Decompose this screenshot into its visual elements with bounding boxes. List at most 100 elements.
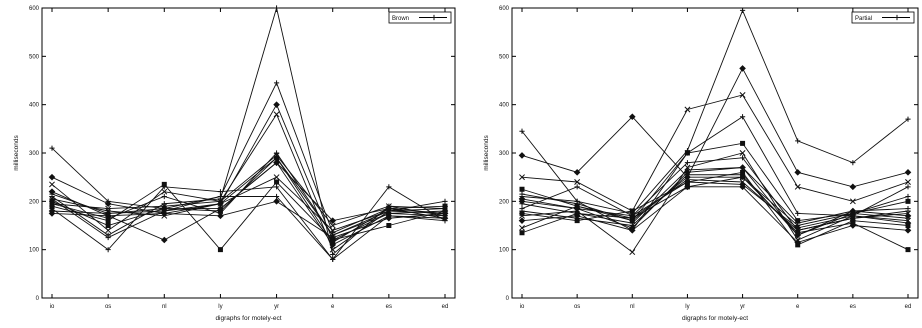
chart-2-data-point [849,183,857,191]
chart-2-data-point [519,128,525,134]
chart-1-data-point [330,251,336,258]
chart-2-data-point [849,212,857,220]
chart-1-x-tick-label: ed [442,304,449,310]
chart-1-x-tick-label: es [386,304,392,310]
chart-2-x-tick-label: nl [630,304,635,310]
chart-1-data-point [329,241,337,249]
chart-2-data-point [684,160,691,166]
chart-1-data-point [161,181,167,187]
chart-1-series-line-2 [51,103,446,241]
chart-2-series-line-11 [521,186,909,243]
chart-2-x-tick-label: e [796,304,800,310]
chart-2-data-point [740,174,746,180]
chart-1-series-line-14 [51,196,446,260]
chart-2-data-point [740,140,746,146]
chart-1-y-axis-label: milliseconds [13,135,20,171]
chart-1-data-point [273,198,280,205]
chart-2-data-point [794,169,802,176]
chart-2-data-point [574,184,580,190]
chart-2-data-point [795,210,801,217]
chart-2-data-point [905,210,911,217]
chart-1-data-point [442,205,448,212]
chart-1-x-tick-label: os [105,304,111,310]
chart-1-data-point [105,234,111,241]
chart-1-data-point [329,222,336,229]
chart-1-data-point [49,145,55,151]
chart-1-series-line-13 [51,154,446,227]
chart-2-series-line-1 [521,9,909,214]
chart-1-data-point [104,200,112,208]
chart-2-x-tick-label: io [520,304,525,310]
chart-2-data-point [905,205,911,212]
chart-2-data-point [850,160,856,166]
chart-2-data-point [904,169,912,176]
chart-2-x-tick-label: os [574,304,580,310]
chart-1-y-tick-label: 300 [29,151,40,157]
chart-2-data-point [739,150,746,156]
chart-1-x-tick-label: e [331,304,335,310]
chart-2-data-point [518,152,526,159]
chart-2-data-point [574,215,580,221]
chart-2-data-point [794,183,801,190]
chart-2-y-tick-label: 300 [499,151,510,157]
chart-1-data-point [161,193,167,200]
chart-2-data-point [628,113,636,121]
chart-1-data-point [273,152,280,159]
chart-2-data-point [794,239,802,246]
chart-1-data-point [330,232,336,238]
chart-1-data-point [385,205,393,212]
chart-2-y-axis-label: milliseconds [483,135,490,171]
chart-1-data-point [386,213,392,219]
chart-2-data-point [518,217,526,224]
chart-1-data-point [161,188,168,195]
chart-1-x-axis-label: digraphs for motely-ect [215,315,281,322]
chart-1-data-point [105,218,111,224]
chart-1-data-point [105,223,111,228]
chart-2-y-tick-label: 100 [499,248,510,254]
chart-1-data-point [273,111,280,118]
chart-2-data-point [739,164,746,171]
chart-1-data-point [105,227,112,234]
chart-2-data-point [739,114,746,120]
chart-1-data-point [273,101,280,108]
chart-2-data-point [795,230,801,236]
chart-1-data-point [217,205,224,212]
chart-1-series-line-10 [51,181,446,251]
chart-1-data-point [273,159,280,166]
chart-2-x-tick-label: ed [905,304,912,310]
chart-1-data-point [217,247,223,253]
chart-2-data-point [628,227,636,234]
chart-2-data-point [519,230,525,236]
chart-2-legend-marker [894,14,900,21]
chart-2-data-point [905,116,911,122]
chart-1-data-point [273,184,280,190]
chart-2-data-point [684,184,690,190]
chart-1-x-tick-label: nl [162,304,167,310]
chart-2-data-point [904,227,912,234]
chart-2-data-point [905,184,911,190]
chart-1-data-point [105,205,112,212]
chart-2-data-point [518,195,526,203]
chart-1-data-point [386,223,392,228]
chart-2-data-point [573,169,581,176]
chart-1-legend-marker [431,14,437,21]
chart-2-series-line-14 [521,174,909,236]
chart-2-data-point [629,249,636,256]
chart-2-data-point [739,155,746,161]
chart-1-y-tick-label: 500 [29,54,40,60]
chart-1-y-tick-label: 400 [29,103,40,109]
chart-2-data-point [519,224,525,231]
chart-1-data-point [49,191,55,197]
chart-1-x-tick-label: yr [274,304,279,310]
chart-2-data-point [629,222,635,229]
chart-1-data-point [49,196,55,202]
chart-1-data-point [160,236,168,244]
chart-2-y-tick-label: 500 [499,54,510,60]
chart-1-data-point [273,174,280,181]
chart-2-data-point [905,198,911,204]
chart-2-data-point [739,181,746,188]
chart-2-data-point [850,220,856,226]
chart-2-series-line-3 [521,94,909,212]
